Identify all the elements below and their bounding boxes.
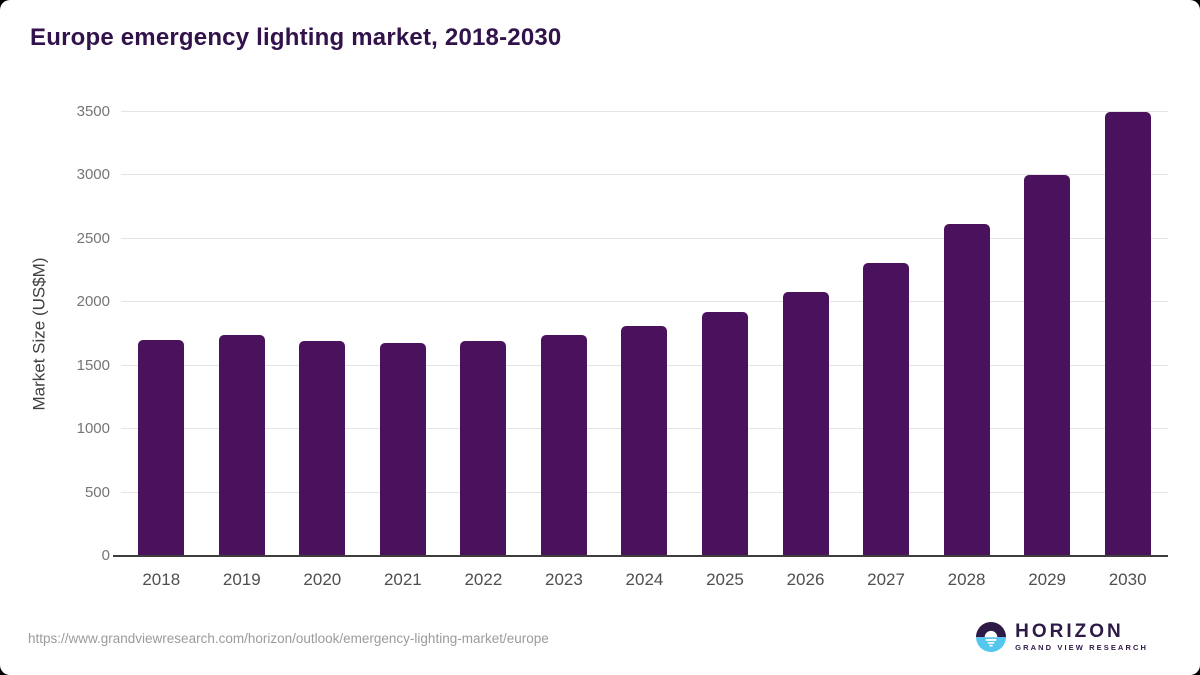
y-axis-ticks: 0 500 1000 1500 2000 2500 3000 3500 bbox=[0, 104, 110, 564]
bar-slot bbox=[604, 112, 685, 556]
bars-container bbox=[121, 112, 1168, 556]
gridline bbox=[121, 237, 1168, 239]
x-tick-label: 2028 bbox=[947, 570, 986, 589]
x-axis-ticks: 2018 2019 2020 2021 2022 2023 2024 2025 2026 2027… bbox=[121, 570, 1168, 590]
bar-2027[interactable] bbox=[863, 262, 910, 556]
bar-2028[interactable] bbox=[943, 223, 990, 556]
bar-slot bbox=[685, 112, 766, 556]
bar-2026[interactable] bbox=[782, 292, 829, 556]
logo-subtitle: GRAND VIEW RESEARCH bbox=[1015, 643, 1148, 652]
bar-slot bbox=[524, 112, 605, 556]
bar-slot bbox=[443, 112, 524, 556]
y-tick-label: 2000 bbox=[76, 293, 110, 311]
x-tick-label: 2020 bbox=[303, 570, 342, 589]
x-tick-label: 2029 bbox=[1028, 570, 1067, 589]
logo-name: HORIZON bbox=[1015, 621, 1124, 642]
chart-title: Europe emergency lighting market, 2018-2… bbox=[30, 24, 562, 51]
x-tick-label: 2021 bbox=[383, 570, 422, 589]
y-tick-label: 3000 bbox=[76, 166, 110, 184]
bar-slot bbox=[282, 112, 363, 556]
x-tick-label: 2019 bbox=[222, 570, 261, 589]
y-tick-label: 3500 bbox=[76, 103, 110, 120]
x-tick-label: 2018 bbox=[142, 570, 181, 589]
bar-2019[interactable] bbox=[218, 335, 265, 556]
bar-2024[interactable] bbox=[621, 326, 668, 556]
bar-slot bbox=[363, 112, 444, 556]
y-tick-label: 0 bbox=[101, 547, 110, 564]
gridline bbox=[121, 301, 1168, 303]
source-url: https://www.grandviewresearch.com/horizo… bbox=[28, 631, 549, 646]
horizon-logo-text: HORIZON GRAND VIEW RESEARCH bbox=[1015, 622, 1148, 652]
y-tick-label: 2500 bbox=[76, 229, 110, 247]
bar-slot bbox=[1087, 112, 1168, 556]
bar-slot bbox=[926, 112, 1007, 556]
x-tick-label: 2025 bbox=[706, 570, 744, 589]
x-tick-label: 2022 bbox=[464, 570, 503, 589]
x-tick-label: 2027 bbox=[867, 570, 905, 589]
plot-area bbox=[113, 111, 1168, 557]
horizon-logo-mark-icon bbox=[976, 622, 1007, 652]
bar-slot bbox=[846, 112, 927, 556]
horizon-logo: HORIZON GRAND VIEW RESEARCH bbox=[976, 620, 1148, 654]
y-tick-label: 1000 bbox=[76, 420, 110, 438]
x-tick-label: 2024 bbox=[625, 570, 664, 589]
x-tick-label: 2023 bbox=[545, 570, 583, 589]
bar-2029[interactable] bbox=[1024, 174, 1071, 556]
bar-2018[interactable] bbox=[138, 340, 185, 556]
y-tick-label: 1500 bbox=[76, 356, 110, 374]
gridline bbox=[121, 174, 1168, 176]
y-tick-label: 500 bbox=[84, 483, 110, 501]
bar-2022[interactable] bbox=[460, 340, 507, 556]
bar-2021[interactable] bbox=[379, 342, 426, 556]
bar-slot bbox=[121, 112, 202, 556]
bar-slot bbox=[202, 112, 283, 556]
x-tick-label: 2030 bbox=[1108, 570, 1147, 589]
gridline bbox=[121, 111, 1168, 112]
x-tick-label: 2026 bbox=[786, 570, 825, 589]
bar-2025[interactable] bbox=[701, 312, 748, 556]
bar-slot bbox=[765, 112, 846, 556]
x-axis-line bbox=[113, 555, 1168, 557]
bar-2023[interactable] bbox=[540, 335, 587, 556]
bar-2020[interactable] bbox=[299, 340, 346, 556]
bar-slot bbox=[1007, 112, 1088, 556]
bar-2030[interactable] bbox=[1104, 112, 1151, 556]
